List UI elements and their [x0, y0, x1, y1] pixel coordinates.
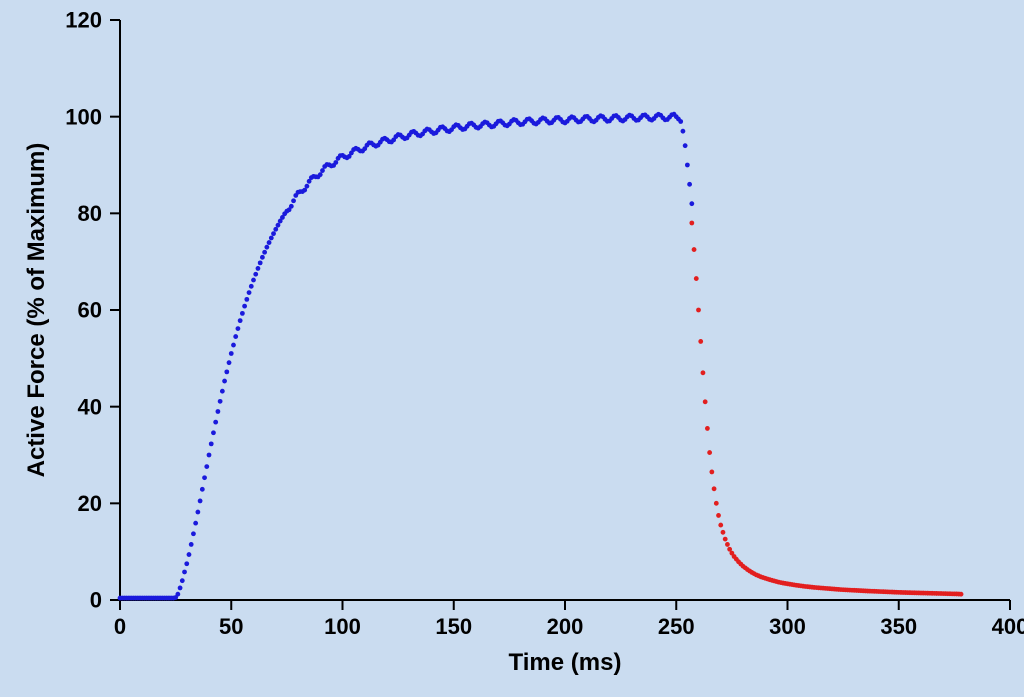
x-tick-label: 0 — [114, 614, 126, 639]
x-tick-label: 400 — [992, 614, 1024, 639]
y-tick-label: 20 — [78, 491, 102, 516]
x-axis-title: Time (ms) — [509, 649, 622, 676]
y-tick-label: 0 — [90, 588, 102, 613]
x-tick-label: 350 — [880, 614, 917, 639]
x-tick-label: 100 — [324, 614, 361, 639]
x-tick-label: 200 — [547, 614, 584, 639]
x-tick-label: 300 — [769, 614, 806, 639]
y-tick-label: 120 — [65, 8, 102, 33]
y-tick-label: 100 — [65, 104, 102, 129]
y-tick-label: 80 — [78, 201, 102, 226]
y-tick-label: 40 — [78, 394, 102, 419]
x-tick-label: 250 — [658, 614, 695, 639]
y-tick-label: 60 — [78, 298, 102, 323]
force-time-chart: 0 50 100 150 200 250 300 350 400 0 20 40 60 80 100 120 T… — [0, 0, 1024, 697]
x-tick-label: 50 — [219, 614, 243, 639]
x-tick-label: 150 — [435, 614, 472, 639]
chart-svg: 0 50 100 150 200 250 300 350 400 0 20 40 60 80 100 120 T… — [0, 0, 1024, 697]
y-axis-title: Active Force (% of Maximum) — [23, 143, 50, 478]
